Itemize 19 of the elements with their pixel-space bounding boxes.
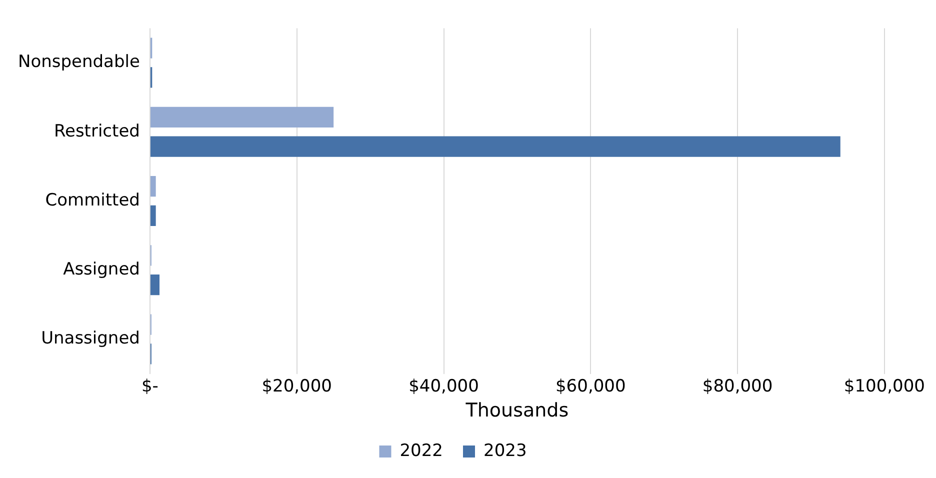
bar [150, 274, 160, 296]
bar [150, 106, 334, 128]
y-tick-label: Assigned [63, 260, 140, 280]
x-tick-label: $40,000 [408, 376, 479, 396]
x-tick-label: $- [141, 376, 158, 396]
x-tick-label: $20,000 [262, 376, 332, 396]
bar [150, 205, 156, 226]
legend-label: 2022 [400, 440, 443, 461]
y-tick-label: Restricted [54, 121, 140, 142]
bar [150, 176, 156, 197]
x-tick-label: $60,000 [555, 376, 626, 396]
bar [150, 136, 840, 157]
x-tick-label: $100,000 [844, 376, 926, 396]
y-tick-label: Unassigned [41, 328, 140, 349]
y-tick-label: Nonspendable [18, 52, 140, 72]
x-tick-label: $80,000 [702, 376, 773, 396]
x-axis-title: Thousands [464, 400, 569, 422]
y-tick-label: Committed [45, 190, 140, 210]
legend-label: 2023 [484, 440, 527, 461]
